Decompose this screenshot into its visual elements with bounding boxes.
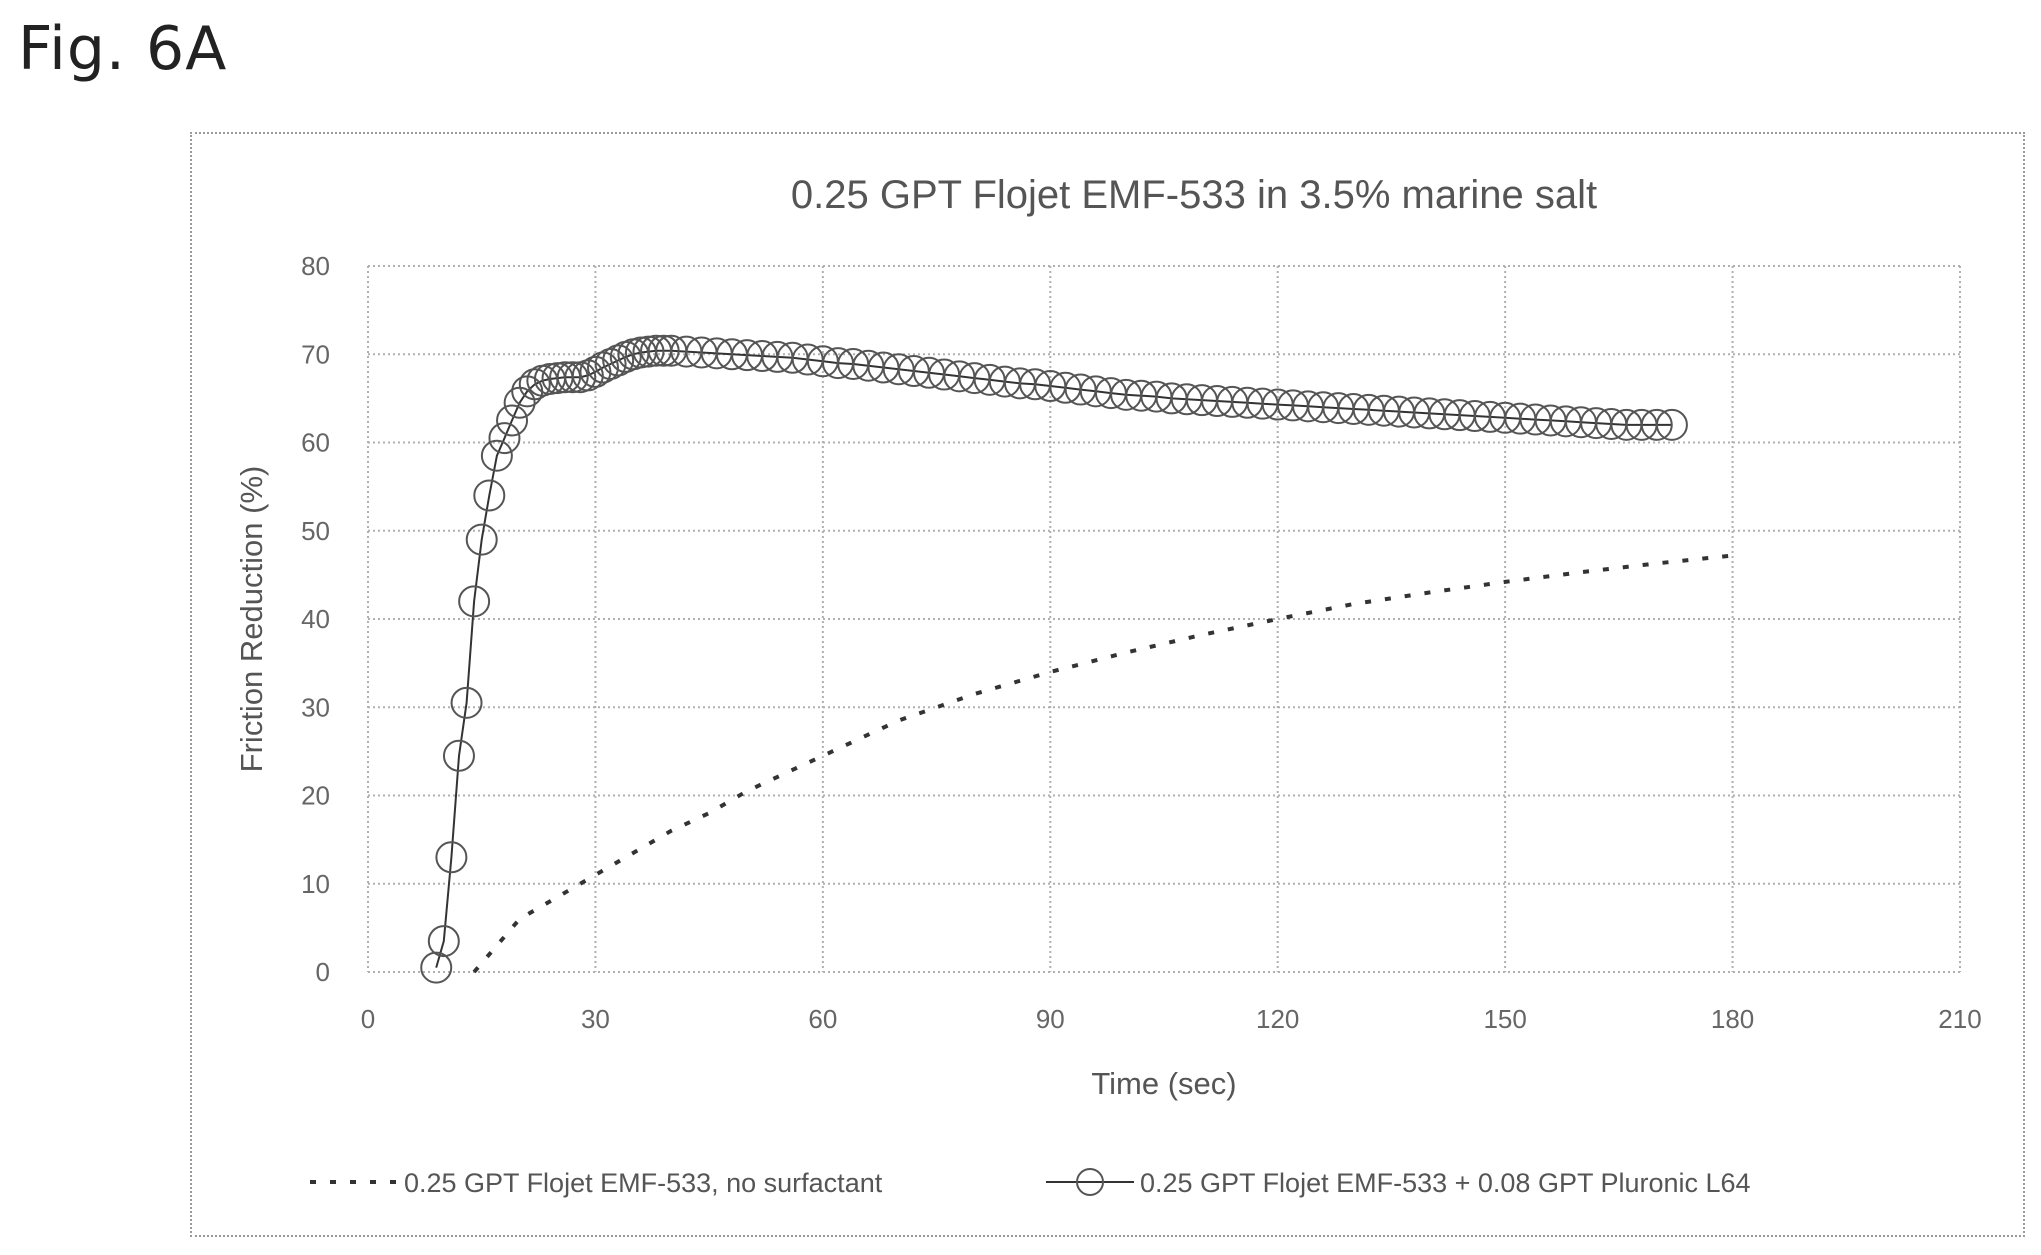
data-point xyxy=(1640,408,1673,441)
data-point xyxy=(518,368,551,401)
data-point xyxy=(556,361,589,394)
series-line-0 xyxy=(472,553,1733,974)
data-point xyxy=(579,355,612,388)
y-tick-label: 0 xyxy=(316,957,330,987)
data-point xyxy=(480,439,513,472)
series-line-1 xyxy=(435,349,1672,968)
tick-labels: 0 30 60 90 120 150 180 210 0 10 20 30 40 50 60 70 80 xyxy=(301,251,1982,1034)
data-point xyxy=(473,479,506,512)
data-point xyxy=(465,523,498,556)
data-point xyxy=(594,347,627,380)
y-tick-label: 70 xyxy=(301,339,330,369)
data-point xyxy=(587,351,620,384)
legend-label-no-surfactant: 0.25 GPT Flojet EMF-533, no surfactant xyxy=(404,1168,883,1198)
y-tick-label: 50 xyxy=(301,516,330,546)
series-layer xyxy=(420,334,1733,984)
data-point xyxy=(632,335,665,368)
chart-frame xyxy=(190,132,2025,1237)
x-tick-label: 180 xyxy=(1711,1004,1754,1034)
data-point xyxy=(647,334,680,367)
x-tick-label: 0 xyxy=(361,1004,375,1034)
y-tick-label: 30 xyxy=(301,692,330,722)
x-axis-label: Time (sec) xyxy=(1091,1066,1236,1101)
chart-title: 0.25 GPT Flojet EMF-533 in 3.5% marine s… xyxy=(791,173,1597,217)
data-point xyxy=(420,951,453,984)
y-tick-label: 10 xyxy=(301,869,330,899)
x-tick-label: 60 xyxy=(808,1004,837,1034)
y-axis-label: Friction Reduction (%) xyxy=(234,466,269,773)
x-tick-label: 120 xyxy=(1256,1004,1299,1034)
data-point xyxy=(496,404,529,437)
grid xyxy=(367,265,1961,973)
data-point xyxy=(488,422,521,455)
data-point xyxy=(602,344,635,377)
y-tick-label: 80 xyxy=(301,251,330,281)
legend-label-pluronic: 0.25 GPT Flojet EMF-533 + 0.08 GPT Pluro… xyxy=(1140,1168,1751,1198)
data-point xyxy=(427,925,460,958)
data-point xyxy=(1655,408,1688,441)
data-point xyxy=(442,739,475,772)
y-tick-label: 20 xyxy=(301,781,330,811)
y-tick-label: 60 xyxy=(301,428,330,458)
x-tick-label: 30 xyxy=(581,1004,610,1034)
y-tick-label: 40 xyxy=(301,604,330,634)
data-point xyxy=(435,841,468,874)
data-point xyxy=(571,359,604,392)
figure-label: Fig. 6A xyxy=(18,14,228,84)
data-point xyxy=(549,361,582,394)
x-tick-label: 150 xyxy=(1483,1004,1526,1034)
legend: 0.25 GPT Flojet EMF-533, no surfactant 0… xyxy=(310,1168,1751,1198)
x-tick-label: 210 xyxy=(1938,1004,1981,1034)
legend-marker-pluronic xyxy=(1076,1168,1104,1196)
data-point xyxy=(458,585,491,618)
data-point xyxy=(450,686,483,719)
x-tick-label: 90 xyxy=(1036,1004,1065,1034)
